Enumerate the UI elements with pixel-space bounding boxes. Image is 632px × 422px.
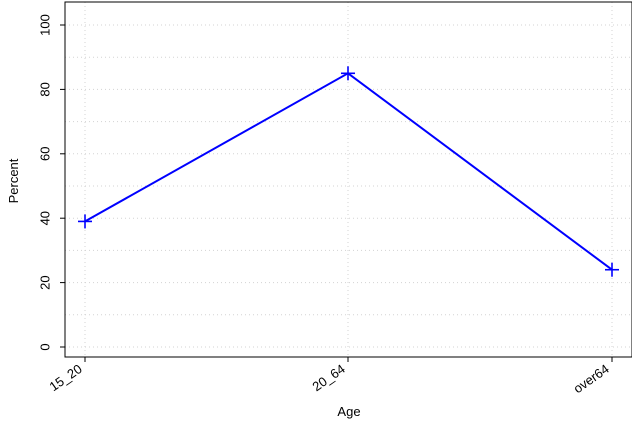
x-tick-label: 15_20 bbox=[46, 361, 84, 394]
x-tick-label: 20_64 bbox=[309, 361, 347, 394]
y-axis-label: Percent bbox=[6, 158, 21, 203]
plot-frame bbox=[64, 1, 632, 358]
y-tick-label: 100 bbox=[38, 14, 53, 36]
y-tick-label: 80 bbox=[38, 82, 53, 96]
data-point-marker bbox=[605, 262, 619, 277]
series-layer bbox=[78, 66, 619, 277]
data-point-marker bbox=[78, 214, 92, 229]
x-tick-label: over64 bbox=[571, 361, 612, 396]
x-axis-label: Age bbox=[337, 404, 360, 419]
y-tick-label: 40 bbox=[38, 211, 53, 225]
grid-lines bbox=[65, 2, 632, 357]
y-axis: 0 20 40 60 80 100 bbox=[38, 14, 65, 351]
x-axis: 15_20 20_64 over64 bbox=[46, 357, 613, 396]
data-point-marker bbox=[341, 66, 355, 81]
y-tick-label: 60 bbox=[38, 147, 53, 161]
y-tick-label: 0 bbox=[38, 343, 53, 350]
y-tick-label: 20 bbox=[38, 275, 53, 289]
